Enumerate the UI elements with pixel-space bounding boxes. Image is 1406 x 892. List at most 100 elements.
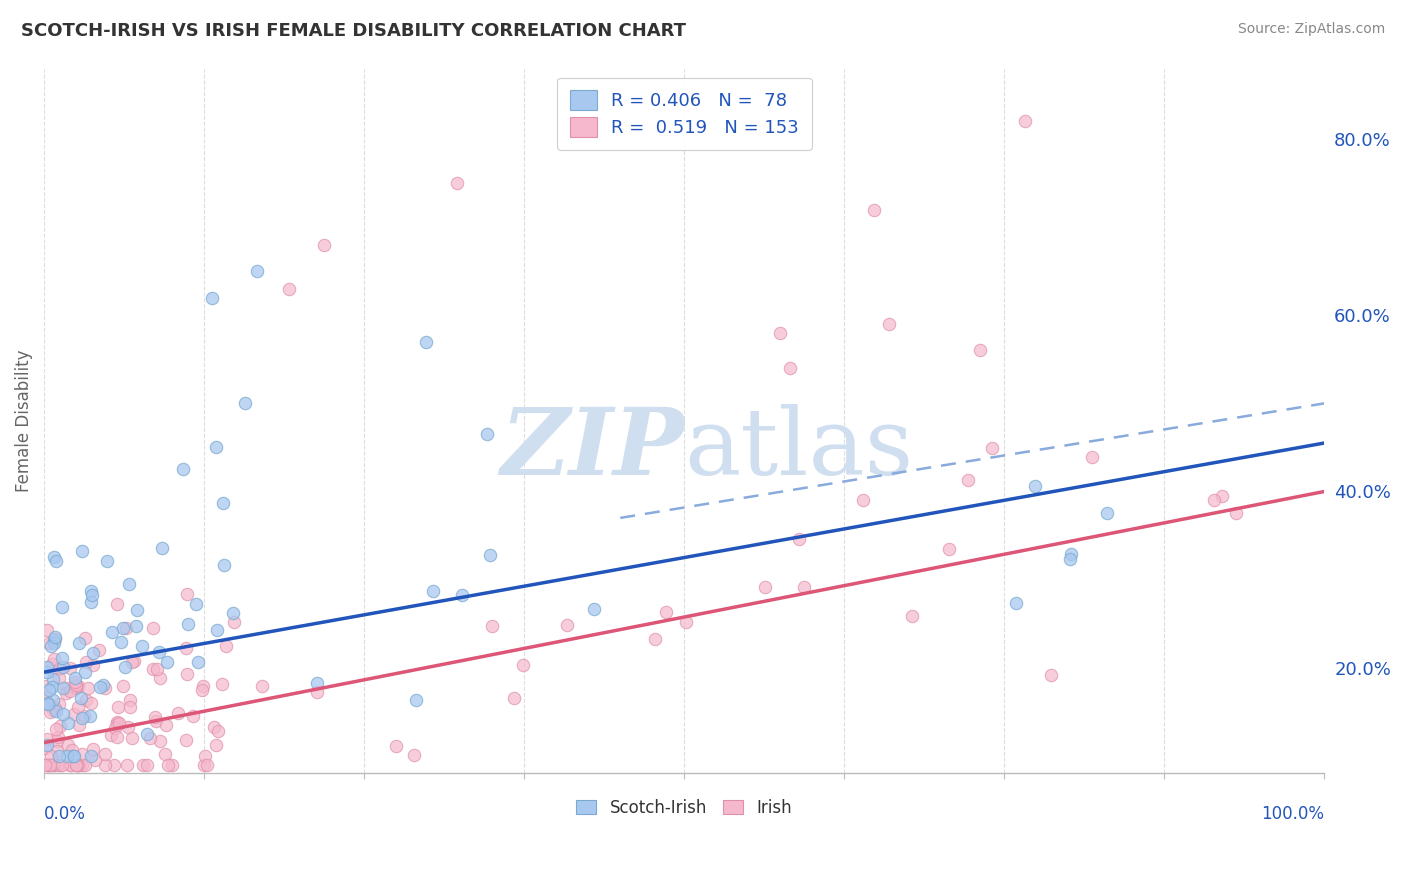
Legend: Scotch-Irish, Irish: Scotch-Irish, Irish [568, 790, 801, 825]
Point [582, 602, 605, 616]
Point [37, 757, 59, 772]
Point [37, 738, 59, 752]
Point [35, 624, 58, 638]
Point [211, 676, 233, 690]
Point [136, 726, 159, 740]
Point [42, 757, 65, 772]
Point [75, 693, 97, 707]
Point [39, 757, 62, 772]
Point [204, 738, 226, 752]
Point [124, 619, 146, 633]
Point [55, 686, 77, 700]
Point [42, 672, 65, 686]
Point [63, 748, 86, 763]
Point [174, 640, 197, 655]
Point [1225, 507, 1247, 521]
Y-axis label: Female Disability: Female Disability [15, 350, 32, 492]
Point [42, 636, 65, 650]
Point [149, 672, 172, 686]
Point [42, 651, 65, 665]
Point [478, 548, 501, 562]
Point [186, 597, 208, 611]
Point [118, 699, 141, 714]
Point [46, 734, 69, 748]
Point [150, 541, 173, 555]
Point [405, 693, 427, 707]
Point [193, 757, 215, 772]
Point [1059, 552, 1081, 566]
Point [111, 679, 134, 693]
Point [67, 718, 90, 732]
Point [125, 603, 148, 617]
Point [191, 683, 214, 698]
Point [91, 678, 114, 692]
Point [160, 757, 183, 772]
Point [52, 660, 75, 674]
Point [100, 625, 122, 640]
Point [110, 634, 132, 648]
Point [70, 543, 93, 558]
Point [94, 747, 117, 761]
Point [75, 632, 97, 646]
Point [779, 361, 801, 376]
Point [202, 720, 225, 734]
Point [80, 588, 103, 602]
Point [502, 691, 524, 706]
Point [65, 671, 87, 685]
Point [142, 662, 165, 676]
Point [118, 693, 141, 707]
Point [46, 730, 69, 744]
Point [41, 657, 63, 672]
Point [34, 689, 56, 703]
Point [131, 639, 153, 653]
Point [644, 632, 666, 647]
Point [1039, 668, 1062, 682]
Point [42, 757, 65, 772]
Point [422, 584, 444, 599]
Point [79, 709, 101, 723]
Point [222, 606, 245, 620]
Point [48, 661, 70, 675]
Point [82, 658, 104, 673]
Point [205, 441, 228, 455]
Point [938, 541, 960, 556]
Point [42, 693, 65, 707]
Point [111, 622, 134, 636]
Point [981, 442, 1004, 456]
Point [82, 646, 104, 660]
Point [145, 714, 167, 728]
Point [58, 738, 80, 752]
Point [305, 676, 328, 690]
Point [157, 757, 180, 772]
Point [59, 684, 82, 698]
Point [39, 748, 62, 763]
Point [44, 632, 66, 647]
Point [48, 698, 70, 712]
Point [83, 753, 105, 767]
Text: 100.0%: 100.0% [1261, 805, 1324, 823]
Text: atlas: atlas [685, 404, 914, 494]
Point [58, 757, 80, 772]
Point [118, 577, 141, 591]
Point [44, 701, 66, 715]
Point [142, 621, 165, 635]
Point [100, 728, 122, 742]
Point [402, 747, 425, 762]
Point [1204, 493, 1226, 508]
Point [39, 639, 62, 653]
Point [34, 679, 56, 693]
Point [754, 580, 776, 594]
Point [187, 655, 209, 669]
Point [174, 733, 197, 747]
Point [105, 717, 128, 731]
Point [37, 731, 59, 746]
Point [45, 723, 67, 737]
Text: SCOTCH-IRISH VS IRISH FEMALE DISABILITY CORRELATION CHART: SCOTCH-IRISH VS IRISH FEMALE DISABILITY … [21, 22, 686, 40]
Point [655, 605, 678, 619]
Point [46, 744, 69, 758]
Point [143, 710, 166, 724]
Point [38, 757, 60, 772]
Point [37, 757, 59, 772]
Point [44, 631, 66, 645]
Point [555, 618, 578, 632]
